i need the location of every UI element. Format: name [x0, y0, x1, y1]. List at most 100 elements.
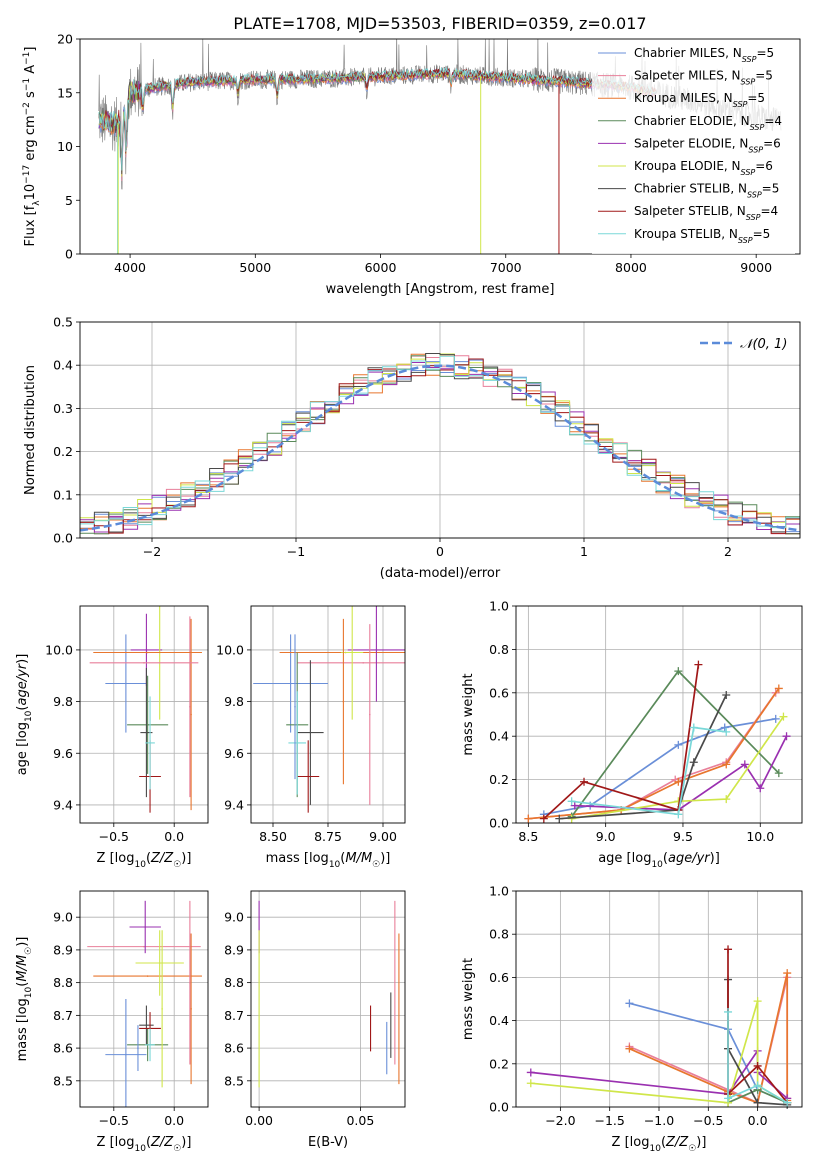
- x-axis-label-part: (: [146, 851, 151, 866]
- legend-box: [592, 44, 795, 254]
- data-point: [143, 662, 145, 664]
- x-axis-label-part: Z [log: [97, 1135, 135, 1150]
- y-tick-label: 8.8: [224, 975, 244, 990]
- axes-frame: [515, 605, 803, 824]
- weight-marker: [774, 684, 783, 693]
- weight-marker: [570, 801, 579, 810]
- x-tick-label: 8.50: [259, 829, 287, 844]
- axes-frame: [79, 890, 209, 1108]
- x-tick-label: −2: [143, 544, 161, 559]
- y-axis-label: Flux [fλ10−17 erg cm−2 s−1 A−1]: [22, 47, 42, 247]
- x-tick-label: 10.0: [746, 829, 774, 844]
- weight-marker: [753, 1061, 762, 1070]
- legend-label: Salpeter ELODIE, NSSP=6: [634, 136, 781, 154]
- y-axis-label-part: 10: [24, 986, 34, 998]
- y-tick-label: 8.7: [224, 1008, 244, 1023]
- y-tick-label: 0.2: [53, 444, 73, 459]
- data-point: [125, 682, 127, 685]
- legend-label-sub: SSP: [738, 235, 753, 244]
- panel-residuals: −2 −1 0 1 2 0.0 0.1 0.2 0.3 0.4 0.5 Normed distribu…: [23, 315, 801, 581]
- legend-label: 𝒩(0, 1): [740, 337, 787, 352]
- y-axis-label-part: age [log: [15, 722, 30, 775]
- data-point: [190, 1008, 192, 1010]
- data-point: [190, 713, 192, 716]
- x-tick-label: 2: [724, 544, 732, 559]
- x-axis-label: wavelength [Angstrom, rest frame]: [326, 282, 555, 297]
- y-tick-label: 1.0: [489, 599, 509, 614]
- y-tick-label: 0.2: [489, 772, 509, 787]
- legend-label-value: =4: [764, 114, 782, 128]
- weight-marker: [625, 1044, 634, 1053]
- figure-title: PLATE=1708, MJD=53503, FIBERID=0359, z=0…: [233, 14, 646, 33]
- legend-label-name: Chabrier ELODIE, N: [634, 114, 750, 128]
- x-tick-label: 7000: [490, 260, 522, 275]
- weight-marker: [783, 969, 792, 978]
- y-axis-label-part: −17: [22, 165, 32, 184]
- y-tick-label: 8.5: [224, 1073, 244, 1088]
- weight-series-line-8: [727, 1012, 788, 1104]
- x-tick-label: 8.75: [314, 829, 342, 844]
- data-point: [309, 731, 312, 734]
- weight-marker: [625, 999, 634, 1008]
- x-tick-label: −0.5: [99, 829, 129, 844]
- data-point: [362, 662, 365, 664]
- x-axis-label-part: (: [146, 1135, 151, 1150]
- x-axis-label-part: Z/Z: [665, 1135, 689, 1150]
- x-axis-label: E(B-V): [308, 1135, 348, 1150]
- x-axis-label-part: 10: [649, 1144, 661, 1154]
- x-axis-label: age [log10(age/yr)]: [598, 851, 720, 870]
- data-point: [146, 975, 149, 977]
- y-axis-label-part: 10: [23, 184, 38, 201]
- y-tick-label: 20: [57, 32, 73, 47]
- y-tick-label: 9.0: [224, 910, 244, 925]
- legend-label-name: Salpeter ELODIE, N: [634, 136, 748, 150]
- weight-marker: [689, 758, 698, 767]
- weight-marker: [722, 727, 731, 736]
- weight-series-line-6: [559, 694, 727, 820]
- y-axis-label-part: −2: [22, 102, 32, 115]
- y-axis-label-part: M/M: [15, 955, 30, 982]
- y-tick-label: 0.8: [489, 642, 509, 657]
- weight-marker: [526, 1079, 535, 1088]
- legend-label-sub: SSP: [748, 145, 763, 154]
- y-tick-label: 0.0: [489, 816, 509, 831]
- weight-marker: [724, 1007, 733, 1016]
- y-tick-label: 0.0: [489, 1100, 509, 1115]
- legend-label-sub: SSP: [750, 122, 765, 131]
- legend-label-name: Salpeter STELIB, N: [634, 204, 746, 218]
- y-tick-label: 5: [65, 193, 73, 208]
- x-axis-label-part: (: [663, 851, 668, 866]
- legend-label-sub: SSP: [746, 213, 761, 222]
- weight-marker: [740, 760, 749, 769]
- axes-frame: [79, 321, 801, 539]
- y-axis-label: Normed distribution: [23, 365, 38, 495]
- x-axis-label-part: Z [log: [612, 1135, 650, 1150]
- y-tick-label: 8.8: [53, 975, 73, 990]
- weight-marker: [580, 777, 589, 786]
- panel-age_vs_mass: 8.50 8.75 9.00 9.4 9.6 9.8 10.0 mass [log10(M/M…: [216, 605, 406, 870]
- weight-marker: [555, 814, 564, 823]
- x-axis-label-part: age/yr: [668, 851, 711, 866]
- normal-curve-line: [79, 364, 801, 532]
- x-tick-label: 0.0: [748, 1113, 768, 1128]
- weight-marker: [782, 732, 791, 741]
- x-tick-label: −0.5: [99, 1113, 129, 1128]
- y-tick-label: 8.7: [53, 1008, 73, 1023]
- y-tick-label: 9.4: [53, 797, 73, 812]
- data-point: [137, 1047, 139, 1049]
- legend-label-sub: SSP: [747, 190, 762, 199]
- data-point: [161, 1008, 163, 1010]
- y-tick-label: 0.5: [53, 315, 73, 330]
- y-tick-label: 0.3: [53, 401, 73, 416]
- data-point: [143, 945, 145, 948]
- y-tick-label: 0.1: [53, 487, 73, 502]
- data-point: [294, 705, 296, 708]
- legend-label-sub: SSP: [742, 55, 757, 64]
- x-tick-label: 4000: [114, 260, 146, 275]
- weight-marker: [689, 723, 698, 732]
- y-axis-label-part: 10: [24, 710, 34, 722]
- x-tick-label: 0.0: [164, 1113, 184, 1128]
- y-tick-label: 1.0: [489, 884, 509, 899]
